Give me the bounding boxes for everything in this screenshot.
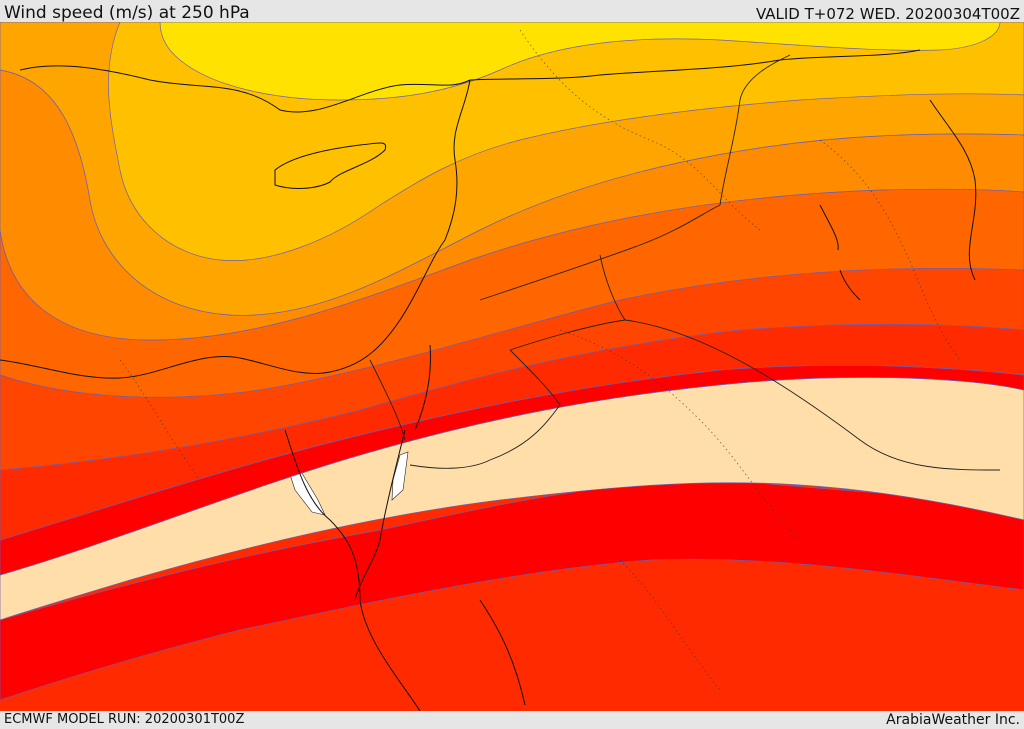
header-bar: Wind speed (m/s) at 250 hPa VALID T+072 … xyxy=(0,0,1024,23)
cyprus xyxy=(274,142,387,189)
political-borders xyxy=(369,54,1001,471)
coastlines xyxy=(0,49,977,711)
map-area xyxy=(0,22,1024,711)
model-run-label: ECMWF MODEL RUN: 20200301T00Z xyxy=(4,712,245,727)
footer-bar: ECMWF MODEL RUN: 20200301T00Z ArabiaWeat… xyxy=(0,711,1024,729)
valid-time: VALID T+072 WED. 20200304T00Z xyxy=(755,5,1020,23)
provider-credit: ArabiaWeather Inc. xyxy=(886,712,1020,728)
band-red-south xyxy=(0,480,1024,701)
dotted-boundaries xyxy=(119,29,961,691)
map-title: Wind speed (m/s) at 250 hPa xyxy=(4,3,250,23)
wind-speed-map xyxy=(0,22,1024,711)
